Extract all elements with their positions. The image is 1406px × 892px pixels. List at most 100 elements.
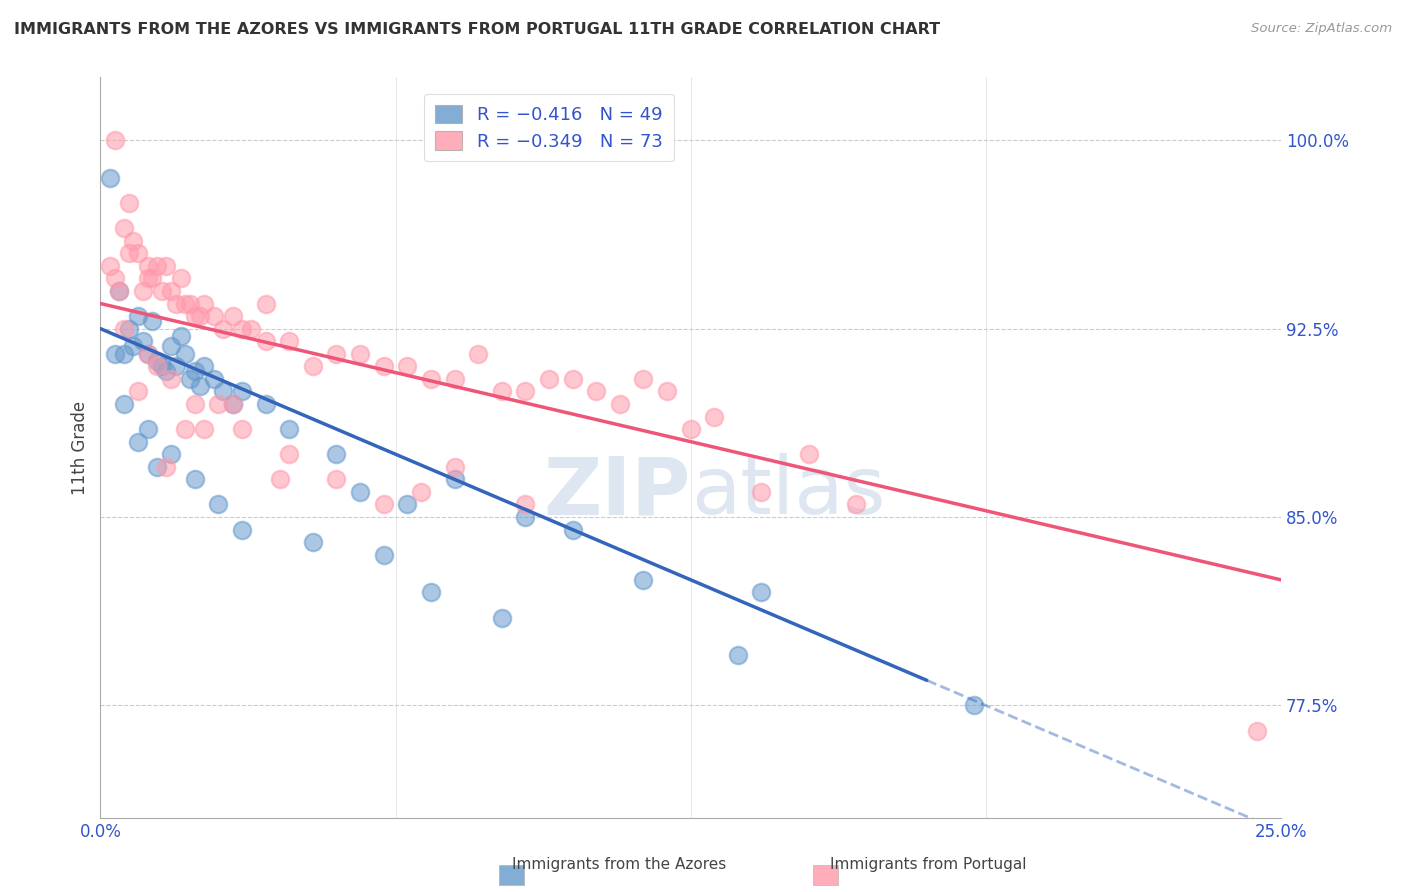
Point	[98, 170, 121, 185]
Point	[184, 397, 207, 411]
Point	[155, 459, 177, 474]
Point	[269, 472, 291, 486]
Point	[160, 447, 183, 461]
Point	[179, 372, 201, 386]
Point	[160, 372, 183, 386]
Point	[254, 397, 277, 411]
Point	[491, 384, 513, 399]
Point	[193, 296, 215, 310]
Point	[136, 259, 159, 273]
Point	[118, 196, 141, 211]
Point	[396, 498, 419, 512]
Point	[419, 585, 441, 599]
Point	[561, 523, 583, 537]
Point	[633, 573, 655, 587]
Point	[146, 354, 169, 368]
Point	[184, 309, 207, 323]
Point	[160, 284, 183, 298]
Point	[278, 447, 301, 461]
Point	[193, 359, 215, 374]
Point	[727, 648, 749, 663]
Point	[188, 309, 211, 323]
Point	[231, 523, 253, 537]
Point	[419, 372, 441, 386]
Point	[963, 698, 986, 713]
Legend: R = −0.416   N = 49, R = −0.349   N = 73: R = −0.416 N = 49, R = −0.349 N = 73	[425, 94, 673, 161]
Point	[169, 271, 191, 285]
Point	[112, 221, 135, 235]
Point	[118, 321, 141, 335]
Point	[515, 510, 537, 524]
Point	[278, 422, 301, 436]
Point	[679, 422, 702, 436]
Point	[212, 384, 235, 399]
Point	[127, 246, 149, 260]
Point	[146, 459, 169, 474]
Point	[515, 384, 537, 399]
Point	[174, 422, 197, 436]
Point	[188, 379, 211, 393]
Point	[302, 359, 325, 374]
Text: IMMIGRANTS FROM THE AZORES VS IMMIGRANTS FROM PORTUGAL 11TH GRADE CORRELATION CH: IMMIGRANTS FROM THE AZORES VS IMMIGRANTS…	[14, 22, 941, 37]
Point	[202, 372, 225, 386]
Point	[325, 347, 347, 361]
Point	[633, 372, 655, 386]
Point	[207, 397, 229, 411]
Point	[184, 364, 207, 378]
Point	[1246, 723, 1268, 738]
Point	[231, 321, 253, 335]
Point	[221, 397, 243, 411]
Y-axis label: 11th Grade: 11th Grade	[72, 401, 89, 495]
Point	[231, 384, 253, 399]
Point	[240, 321, 263, 335]
Point	[184, 472, 207, 486]
Point	[325, 447, 347, 461]
Point	[132, 334, 155, 349]
Text: Immigrants from Portugal: Immigrants from Portugal	[830, 857, 1026, 872]
Point	[411, 484, 433, 499]
Point	[127, 434, 149, 449]
Point	[703, 409, 725, 424]
Point	[302, 535, 325, 549]
Point	[136, 422, 159, 436]
Point	[349, 484, 371, 499]
Point	[98, 259, 121, 273]
Point	[122, 339, 145, 353]
Point	[515, 498, 537, 512]
Point	[127, 384, 149, 399]
Point	[150, 284, 173, 298]
Point	[373, 548, 395, 562]
Point	[212, 321, 235, 335]
Point	[112, 347, 135, 361]
Point	[396, 359, 419, 374]
Point	[103, 347, 125, 361]
Point	[179, 296, 201, 310]
Point	[169, 329, 191, 343]
Point	[373, 498, 395, 512]
Point	[127, 309, 149, 323]
Point	[845, 498, 868, 512]
Point	[132, 284, 155, 298]
Point	[254, 334, 277, 349]
Point	[751, 585, 773, 599]
Point	[193, 422, 215, 436]
Point	[160, 339, 183, 353]
Point	[443, 472, 465, 486]
Point	[373, 359, 395, 374]
Text: Immigrants from the Azores: Immigrants from the Azores	[512, 857, 725, 872]
Point	[108, 284, 131, 298]
Point	[561, 372, 583, 386]
Point	[136, 271, 159, 285]
Point	[165, 359, 187, 374]
Point	[278, 334, 301, 349]
Point	[146, 259, 169, 273]
Point	[585, 384, 607, 399]
Point	[103, 133, 125, 147]
Point	[136, 347, 159, 361]
Point	[118, 246, 141, 260]
Point	[491, 610, 513, 624]
Point	[112, 321, 135, 335]
Point	[202, 309, 225, 323]
Point	[146, 359, 169, 374]
Point	[155, 364, 177, 378]
